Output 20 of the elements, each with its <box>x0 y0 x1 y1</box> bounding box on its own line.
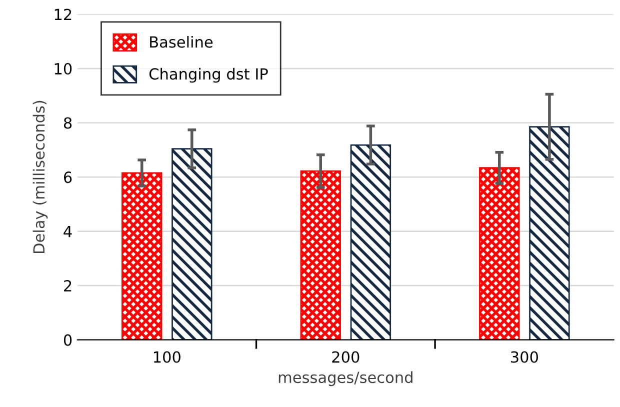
y-tick-label: 2 <box>64 280 72 292</box>
bar <box>529 126 570 340</box>
x-tick-label: 200 <box>332 351 360 363</box>
bar <box>350 144 392 340</box>
x-tick-label: 100 <box>154 351 180 363</box>
y-tick-label: 12 <box>54 8 72 20</box>
bar <box>121 172 162 340</box>
y-axis-title: Delay (milliseconds) <box>32 100 48 253</box>
y-tick-label: 8 <box>64 117 72 129</box>
y-tick-label: 0 <box>64 334 72 346</box>
y-tick-label: 6 <box>64 172 72 184</box>
bar <box>300 170 341 340</box>
legend-label: Changing dst IP <box>149 68 268 83</box>
x-tick-label: 300 <box>511 351 538 363</box>
y-tick-label: 10 <box>54 62 72 75</box>
x-axis-title: messages/second <box>278 371 412 386</box>
bar <box>479 167 520 340</box>
bar <box>172 148 212 340</box>
y-tick-label: 4 <box>64 226 72 238</box>
legend-label: Baseline <box>150 36 213 48</box>
